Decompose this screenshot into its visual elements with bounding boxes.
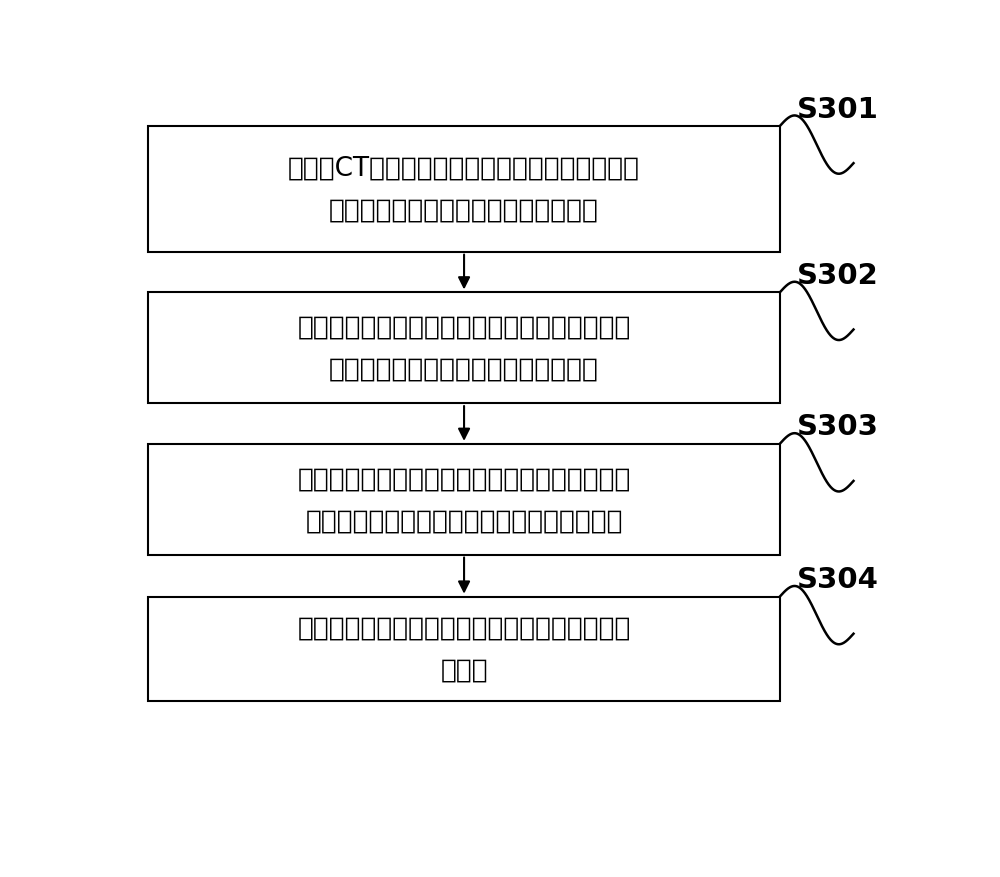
Bar (148, 127, 780, 253)
FancyArrowPatch shape (459, 255, 469, 288)
Text: S304: S304 (797, 566, 879, 594)
Text: S303: S303 (797, 413, 879, 441)
FancyArrowPatch shape (459, 407, 469, 439)
Text: 从肺分割数据中删除支气管分割数据，以提取肺
内血管: 从肺分割数据中删除支气管分割数据，以提取肺 内血管 (297, 615, 631, 683)
FancyArrowPatch shape (459, 558, 469, 592)
Text: S302: S302 (797, 261, 879, 289)
Text: 根据第二种子点和预定的肺部阈值，进行区域生
长得到第一运算结果以作为肺分割数据: 根据第二种子点和预定的肺部阈值，进行区域生 长得到第一运算结果以作为肺分割数据 (297, 314, 631, 382)
Bar (148, 597, 780, 701)
Bar (148, 445, 780, 555)
Bar (148, 293, 780, 403)
Text: S301: S301 (797, 96, 879, 124)
Text: 根据第二种子点和预定的支气管阈值，进行区域
生长得到第二运算结果以作为支气管分割数据: 根据第二种子点和预定的支气管阈值，进行区域 生长得到第二运算结果以作为支气管分割… (297, 466, 631, 533)
Text: 在肺部CT图像中从上往下逐层寻找支气管主干，
并在支气管主干上选择一个第二种子点: 在肺部CT图像中从上往下逐层寻找支气管主干， 并在支气管主干上选择一个第二种子点 (288, 156, 640, 224)
